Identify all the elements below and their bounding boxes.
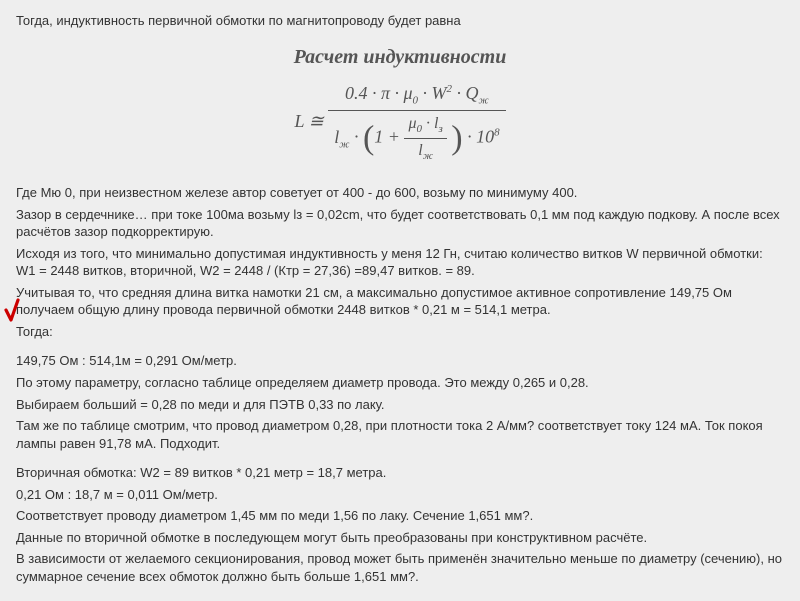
paragraph-secondary-ohm: 0,21 Ом : 18,7 м = 0,011 Ом/метр. (16, 486, 784, 504)
paragraph-sectioning: В зависимости от желаемого секционирован… (16, 550, 784, 585)
paragraph-current: Там же по таблице смотрим, что провод ди… (16, 417, 784, 452)
paragraph-then: Тогда: (16, 323, 784, 341)
paragraph-secondary-diam: Соответствует проводу диаметром 1,45 мм … (16, 507, 784, 525)
paragraph-turns: Исходя из того, что минимально допустима… (16, 245, 784, 280)
paragraph-diameter-range: По этому параметру, согласно таблице опр… (16, 374, 784, 392)
formula-lhs: L ≅ (294, 110, 323, 130)
inductance-formula: L ≅ 0.4 · π · μ0 · W2 · Qж lж · (1 + μ0 … (16, 81, 784, 165)
paragraph-secondary-note: Данные по вторичной обмотке в последующе… (16, 529, 784, 547)
formula-title: Расчет индуктивности (16, 44, 784, 71)
paragraph-gap: Зазор в сердечнике… при токе 100ма возьм… (16, 206, 784, 241)
paragraph-choose-diam: Выбираем больший = 0,28 по меди и для ПЭ… (16, 396, 784, 414)
formula-numerator: 0.4 · π · μ0 · W2 · Qж (328, 81, 505, 111)
formula-inner-fraction: μ0 · lз lж (404, 113, 446, 164)
paragraph-secondary-len: Вторичная обмотка: W2 = 89 витков * 0,21… (16, 464, 784, 482)
formula-fraction: 0.4 · π · μ0 · W2 · Qж lж · (1 + μ0 · lз… (328, 81, 505, 165)
paragraph-mu0: Где Мю 0, при неизвестном железе автор с… (16, 184, 784, 202)
paragraph-ohm-per-m: 149,75 Ом : 514,1м = 0,291 Ом/метр. (16, 352, 784, 370)
formula-denominator: lж · (1 + μ0 · lз lж ) · 108 (328, 111, 505, 164)
intro-text: Тогда, индуктивность первичной обмотки п… (16, 12, 784, 30)
paragraph-wire-length: Учитывая то, что средняя длина витка нам… (16, 284, 784, 319)
